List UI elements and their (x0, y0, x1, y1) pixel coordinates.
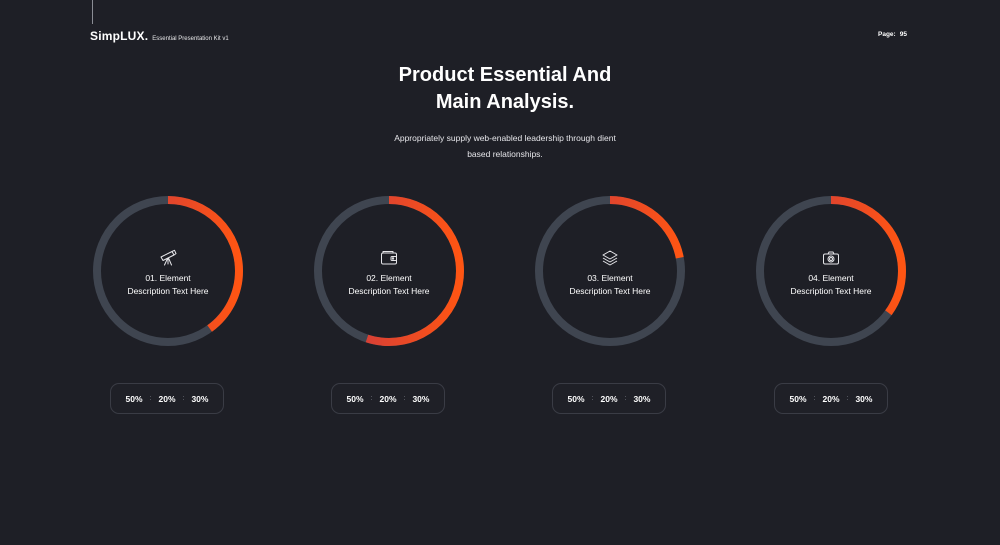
kit-name: Essential Presentation Kit v1 (152, 36, 229, 42)
camera-icon (823, 251, 839, 265)
stat-value: 30% (412, 393, 430, 404)
element-description: Description Text Here (790, 286, 872, 296)
layers-icon (602, 250, 618, 266)
stat-value: 50% (567, 393, 585, 404)
element-title: 01. Element (145, 273, 191, 283)
stats-pill-1: 50%: 20%: 30% (110, 383, 224, 414)
element-label: 03. Element Description Text Here (534, 272, 686, 298)
slide-title-line: Main Analysis. (435, 91, 575, 113)
brand-name: SimpLUX. (90, 29, 149, 43)
stats-pill-2: 50%: 20%: 30% (331, 383, 445, 414)
page-indicator: Page: 95 (878, 31, 907, 38)
stats-pill-3: 50%: 20%: 30% (552, 383, 666, 414)
element-card-1: 01. Element Description Text Here (92, 195, 244, 347)
stat-value: 30% (633, 393, 651, 404)
slide-subtitle: Appropriately supply web-enabled leaders… (0, 130, 1000, 162)
donut-chart-2 (314, 196, 464, 346)
donut-chart-4 (756, 196, 906, 346)
stat-value: 50% (125, 393, 143, 404)
wallet-icon (381, 251, 397, 265)
element-title: 02. Element (366, 273, 412, 283)
header-divider-line (92, 0, 93, 24)
stat-value: 20% (379, 393, 397, 404)
slide-subtitle-line: Appropriately supply web-enabled leaders… (394, 133, 616, 143)
stat-value: 20% (822, 393, 840, 404)
donut-progress-arc (756, 196, 906, 346)
stat-value: 30% (191, 393, 209, 404)
stat-value: 20% (158, 393, 176, 404)
element-card-3: 03. Element Description Text Here (534, 195, 686, 347)
donut-chart-3 (535, 196, 685, 346)
donut-chart-1 (93, 196, 243, 346)
slide-subtitle-line: based relationships. (467, 149, 543, 159)
element-description: Description Text Here (569, 286, 651, 296)
element-title: 03. Element (587, 273, 633, 283)
element-title: 04. Element (808, 273, 854, 283)
stat-value: 30% (855, 393, 873, 404)
donut-progress-arc (314, 196, 464, 346)
element-description: Description Text Here (127, 286, 209, 296)
telescope-icon (160, 249, 177, 266)
page-label: Page: (878, 31, 896, 38)
stats-pill-4: 50%: 20%: 30% (774, 383, 888, 414)
slide-title: Product Essential And Main Analysis. (0, 62, 1000, 116)
page-number: 95 (899, 31, 907, 38)
donut-progress-arc (93, 196, 243, 346)
element-description: Description Text Here (348, 286, 430, 296)
element-label: 01. Element Description Text Here (92, 272, 244, 298)
element-card-2: 02. Element Description Text Here (313, 195, 465, 347)
brand: SimpLUX. Essential Presentation Kit v1 (90, 29, 229, 43)
slide-title-line: Product Essential And (398, 64, 612, 86)
stat-value: 50% (789, 393, 807, 404)
element-card-4: 04. Element Description Text Here (755, 195, 907, 347)
stat-value: 20% (600, 393, 618, 404)
element-label: 04. Element Description Text Here (755, 272, 907, 298)
stat-value: 50% (346, 393, 364, 404)
element-label: 02. Element Description Text Here (313, 272, 465, 298)
donut-progress-arc (535, 196, 685, 346)
